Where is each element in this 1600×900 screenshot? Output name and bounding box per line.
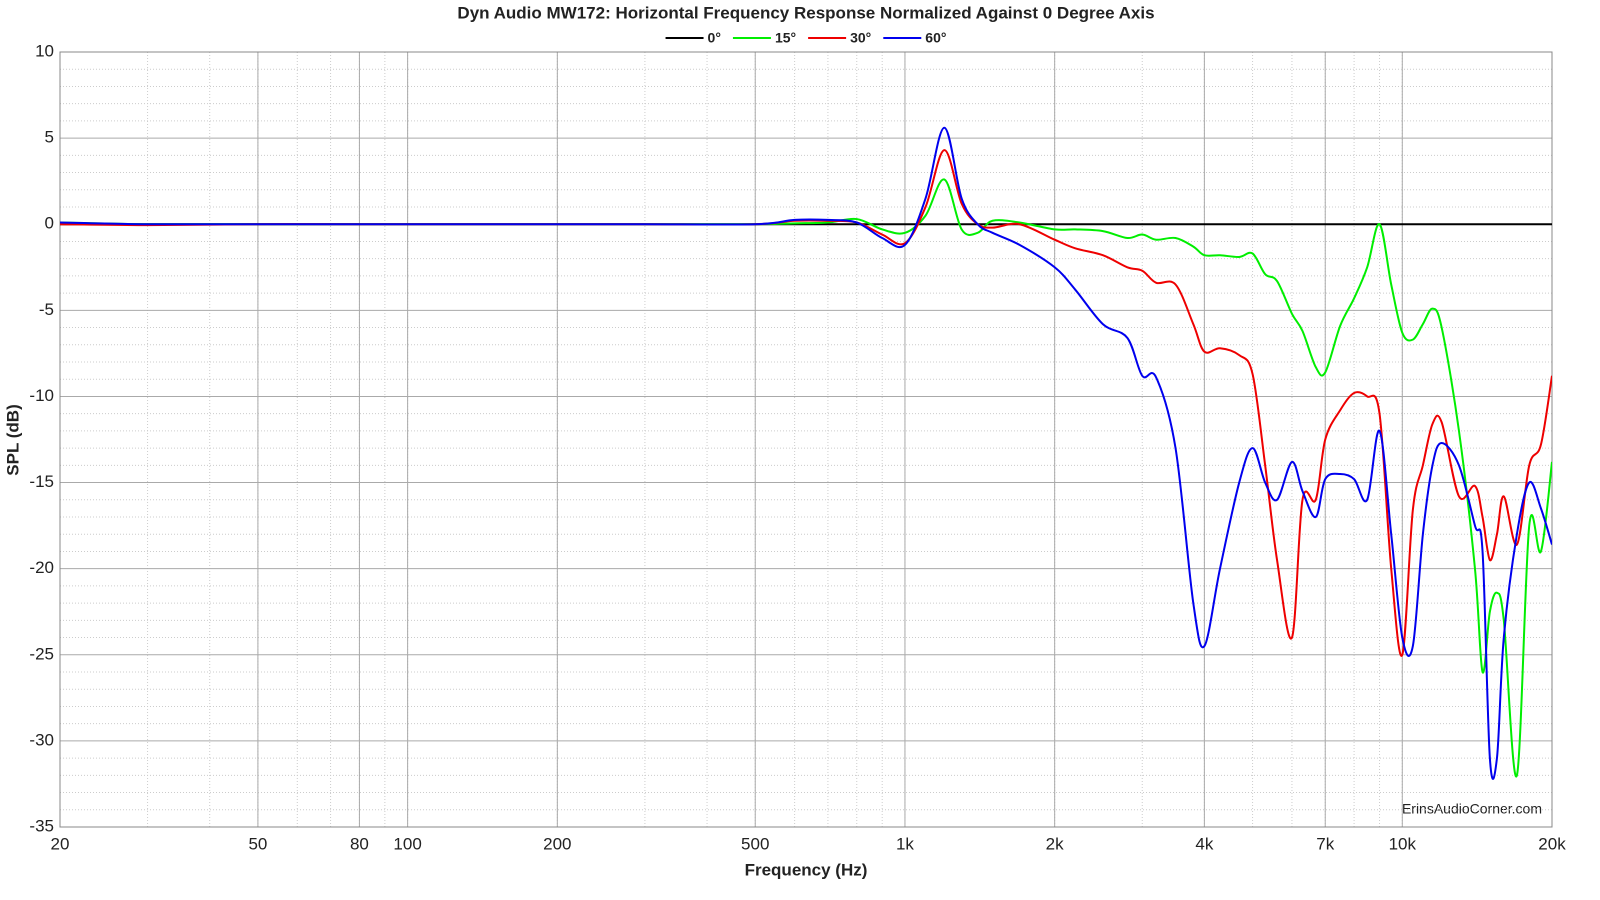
series-line: [60, 126, 1552, 780]
x-tick-label: 500: [741, 834, 769, 853]
x-tick-label: 10k: [1389, 834, 1417, 853]
y-tick-label: -30: [29, 730, 54, 749]
y-tick-label: -25: [29, 644, 54, 663]
legend-label: 60°: [925, 30, 946, 46]
legend-item: 0°: [665, 30, 721, 46]
x-tick-label: 100: [393, 834, 421, 853]
x-tick-label: 7k: [1316, 834, 1334, 853]
y-tick-label: 5: [45, 128, 54, 147]
y-tick-label: 0: [45, 214, 54, 233]
legend-label: 30°: [850, 30, 871, 46]
legend-label: 0°: [708, 30, 721, 46]
x-tick-label: 50: [248, 834, 267, 853]
x-tick-label: 4k: [1195, 834, 1213, 853]
legend-label: 15°: [775, 30, 796, 46]
legend-item: 30°: [808, 30, 871, 46]
y-axis-label: SPL (dB): [3, 404, 22, 475]
lines: [60, 126, 1552, 780]
chart-title: Dyn Audio MW172: Horizontal Frequency Re…: [457, 3, 1154, 22]
plot-frame: [59, 51, 1553, 828]
y-tick-label: -10: [29, 386, 54, 405]
y-tick-label: -20: [29, 558, 54, 577]
y-tick-label: -35: [29, 816, 54, 835]
x-axis-label: Frequency (Hz): [745, 860, 868, 879]
x-tick-label: 2k: [1046, 834, 1064, 853]
legend: 0° 15° 30° 60°: [665, 30, 946, 46]
x-tick-label: 20k: [1538, 834, 1566, 853]
x-tick-label: 1k: [896, 834, 914, 853]
y-tick-label: -5: [39, 300, 54, 319]
watermark: ErinsAudioCorner.com: [1402, 801, 1542, 817]
y-tick-label: 10: [35, 41, 54, 60]
x-tick-label: 80: [350, 834, 369, 853]
legend-item: 60°: [883, 30, 946, 46]
x-tick-label: 200: [543, 834, 571, 853]
legend-item: 15°: [732, 30, 796, 46]
series-line: [60, 178, 1552, 778]
x-tick-label: 20: [51, 834, 70, 853]
y-tick-label: -15: [29, 472, 54, 491]
